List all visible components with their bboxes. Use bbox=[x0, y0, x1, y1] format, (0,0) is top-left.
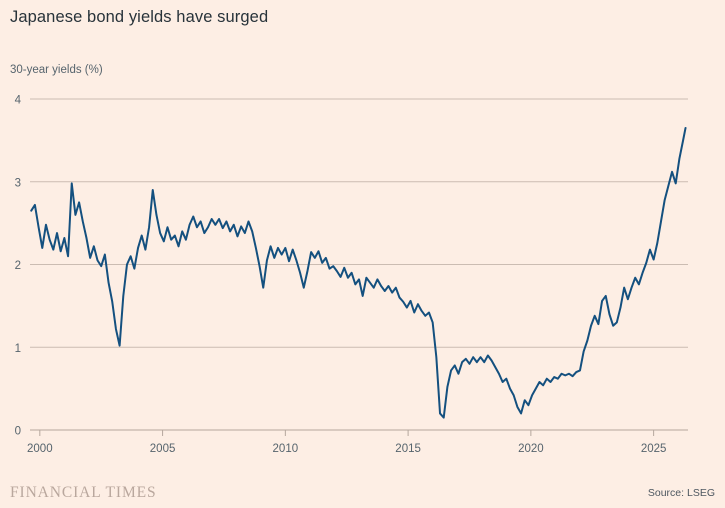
x-axis-tick-label: 2000 bbox=[27, 443, 53, 455]
x-axis-tick-label: 2020 bbox=[518, 443, 544, 455]
data-series bbox=[30, 126, 687, 419]
ft-brand-logo: FINANCIAL TIMES bbox=[10, 484, 157, 501]
series-line bbox=[30, 126, 687, 419]
y-axis-tick-label: 3 bbox=[15, 177, 21, 189]
y-axis-tick-label: 2 bbox=[15, 260, 21, 272]
x-axis-ticks bbox=[39, 430, 655, 436]
y-axis-tick-label: 0 bbox=[15, 426, 21, 438]
x-axis-tick-label: 2005 bbox=[150, 443, 176, 455]
x-axis-tick-label: 2025 bbox=[641, 443, 667, 455]
y-axis-labels: 0 1 2 3 4 bbox=[15, 95, 22, 438]
page-title: Japanese bond yields have surged bbox=[10, 8, 269, 26]
x-axis-tick-label: 2015 bbox=[395, 443, 421, 455]
source-attribution: Source: LSEG bbox=[647, 487, 715, 499]
gridlines bbox=[30, 98, 688, 431]
chart-subtitle: 30-year yields (%) bbox=[10, 64, 103, 76]
x-axis-labels: 2000 2005 2010 2015 2020 2025 bbox=[27, 443, 666, 455]
y-axis-tick-label: 4 bbox=[15, 95, 22, 107]
x-axis-tick-label: 2010 bbox=[273, 443, 299, 455]
y-axis-tick-label: 1 bbox=[15, 343, 21, 355]
